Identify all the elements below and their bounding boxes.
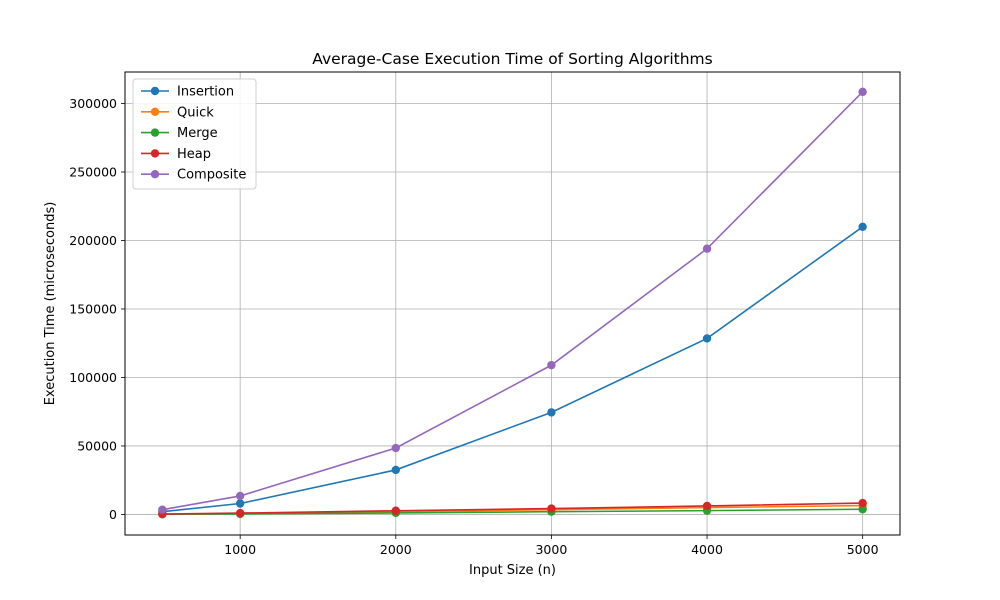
y-tick-label: 150000 xyxy=(69,301,117,316)
y-tick-label: 250000 xyxy=(69,164,117,179)
y-tick-label: 300000 xyxy=(69,96,117,111)
legend-label: Heap xyxy=(177,147,211,162)
legend-label: Composite xyxy=(177,168,246,183)
data-point xyxy=(702,334,712,343)
data-point xyxy=(235,499,245,508)
series-line xyxy=(162,226,864,513)
x-tick-label: 3000 xyxy=(535,542,567,557)
legend-item-heap: Heap xyxy=(141,147,211,162)
legend-item-quick: Quick xyxy=(141,105,214,120)
data-point xyxy=(547,408,556,417)
y-axis-ticks: 0 50000 100000 150000 200000 250000 300000 xyxy=(69,96,125,522)
x-axis-ticks: 1000 2000 3000 4000 5000 xyxy=(224,535,879,557)
legend: Insertion Quick Merge Heap Composite xyxy=(132,78,257,190)
data-point xyxy=(702,501,712,511)
legend-marker xyxy=(150,107,160,117)
y-axis-label: Execution Time (microseconds) xyxy=(43,202,58,406)
legend-label: Insertion xyxy=(177,85,234,100)
legend-item-composite: Composite xyxy=(141,168,246,183)
series-line xyxy=(162,91,864,511)
grid xyxy=(125,72,900,535)
legend-marker xyxy=(150,149,160,158)
x-tick-label: 1000 xyxy=(224,542,256,557)
x-tick-label: 5000 xyxy=(847,542,879,557)
legend-marker xyxy=(150,170,160,179)
plot-frame xyxy=(124,71,901,536)
data-point xyxy=(858,87,867,97)
data-point xyxy=(547,504,556,513)
legend-label: Merge xyxy=(177,126,218,141)
x-tick-label: 2000 xyxy=(380,542,412,557)
legend-marker xyxy=(150,128,160,137)
data-point xyxy=(858,222,867,231)
data-point xyxy=(858,498,867,508)
legend-item-insertion: Insertion xyxy=(141,85,234,100)
legend-box xyxy=(132,78,257,190)
series-line xyxy=(162,502,863,515)
data-point xyxy=(158,505,167,514)
y-tick-label: 50000 xyxy=(77,438,117,453)
y-tick-label: 0 xyxy=(109,507,117,522)
legend-item-merge: Merge xyxy=(141,126,218,141)
series-layer xyxy=(158,87,867,519)
y-tick-label: 100000 xyxy=(69,370,117,385)
x-tick-label: 4000 xyxy=(691,542,723,557)
data-point xyxy=(391,443,400,453)
data-point xyxy=(702,244,712,253)
legend-label: Quick xyxy=(177,105,214,120)
data-point xyxy=(235,491,245,501)
chart-title: Average-Case Execution Time of Sorting A… xyxy=(312,50,712,68)
y-tick-label: 200000 xyxy=(69,233,117,248)
data-point xyxy=(235,508,245,518)
data-point xyxy=(391,506,400,515)
data-point xyxy=(547,360,556,370)
legend-marker xyxy=(150,86,160,96)
x-axis-label: Input Size (n) xyxy=(469,563,556,578)
data-point xyxy=(858,505,867,514)
series-composite xyxy=(158,87,867,514)
data-point xyxy=(391,465,400,475)
